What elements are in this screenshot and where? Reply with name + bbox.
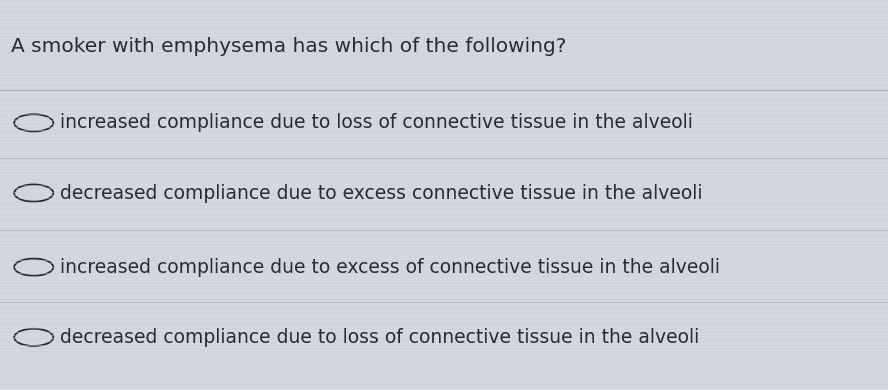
Text: A smoker with emphysema has which of the following?: A smoker with emphysema has which of the… [11,37,566,56]
Text: increased compliance due to excess of connective tissue in the alveoli: increased compliance due to excess of co… [60,258,720,277]
Text: decreased compliance due to loss of connective tissue in the alveoli: decreased compliance due to loss of conn… [60,328,700,347]
Text: decreased compliance due to excess connective tissue in the alveoli: decreased compliance due to excess conne… [60,184,703,202]
Text: increased compliance due to loss of connective tissue in the alveoli: increased compliance due to loss of conn… [60,113,694,132]
